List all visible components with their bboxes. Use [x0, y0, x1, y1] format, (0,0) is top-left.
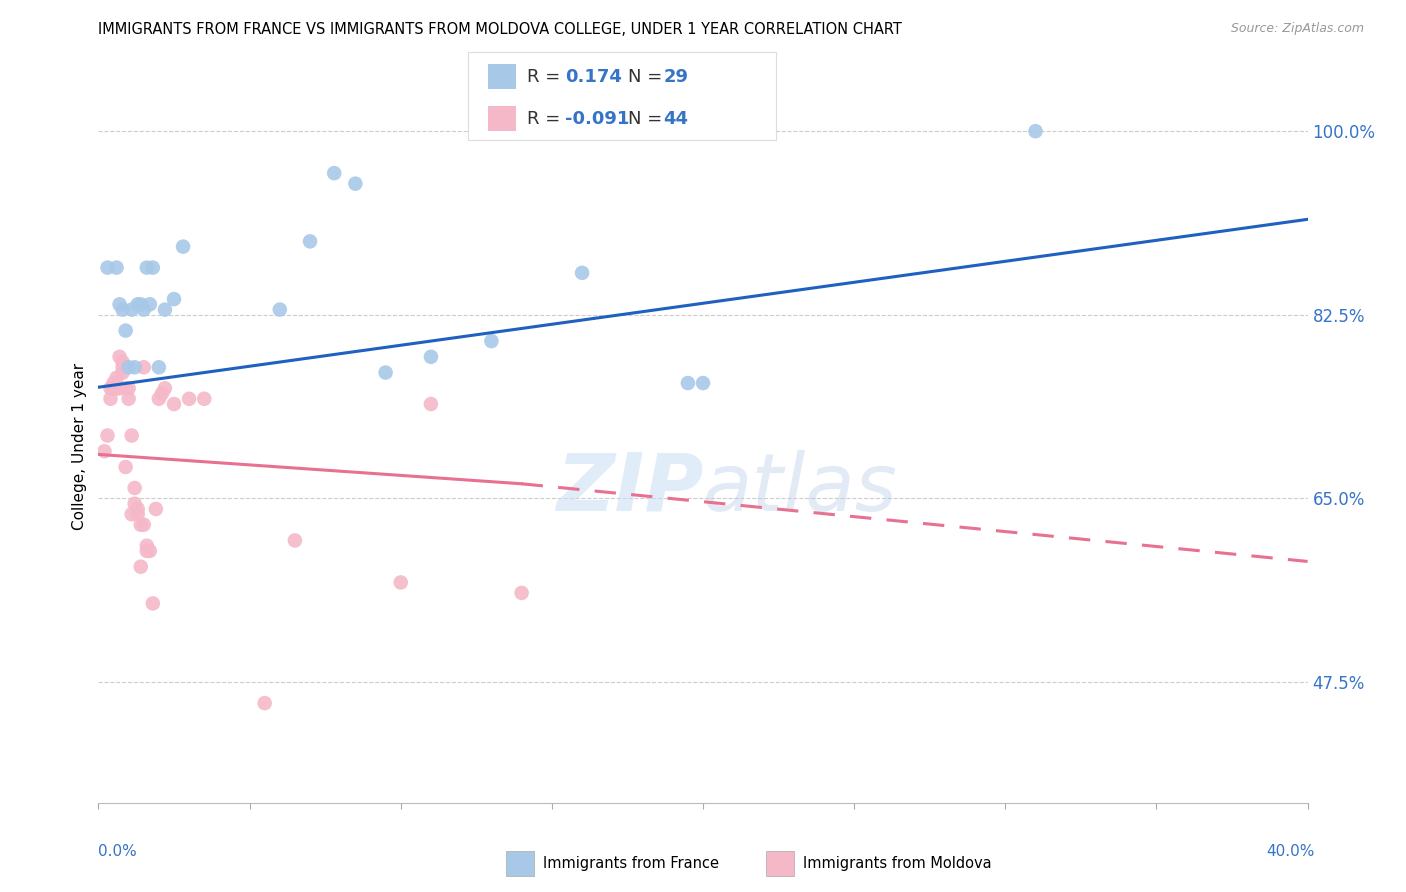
Point — [103, 376, 125, 390]
Point — [374, 366, 396, 380]
Point — [129, 517, 152, 532]
Point — [676, 376, 699, 390]
Point — [121, 302, 143, 317]
Point — [1024, 124, 1046, 138]
Point — [108, 381, 131, 395]
Point — [124, 481, 146, 495]
Point — [269, 302, 291, 317]
Point — [153, 302, 176, 317]
Point — [692, 376, 714, 390]
Point — [148, 360, 170, 375]
Point — [129, 559, 152, 574]
Point — [114, 360, 136, 375]
Point — [193, 392, 215, 406]
Point — [139, 297, 162, 311]
Point — [100, 381, 122, 395]
Text: IMMIGRANTS FROM FRANCE VS IMMIGRANTS FROM MOLDOVA COLLEGE, UNDER 1 YEAR CORRELAT: IMMIGRANTS FROM FRANCE VS IMMIGRANTS FRO… — [98, 22, 903, 37]
Point — [142, 596, 165, 610]
Point — [111, 360, 134, 375]
Point — [96, 260, 118, 275]
Text: 40.0%: 40.0% — [1267, 845, 1315, 859]
Text: R =: R = — [527, 110, 567, 128]
Text: Immigrants from Moldova: Immigrants from Moldova — [803, 856, 991, 871]
Point — [124, 497, 146, 511]
Point — [105, 371, 128, 385]
Point — [121, 507, 143, 521]
Point — [344, 177, 367, 191]
Point — [118, 360, 141, 375]
Point — [124, 360, 146, 375]
Point — [108, 350, 131, 364]
Point — [111, 355, 134, 369]
Text: ZIP: ZIP — [555, 450, 703, 528]
Point — [481, 334, 503, 348]
Point — [118, 381, 141, 395]
Point — [253, 696, 276, 710]
Text: 0.174: 0.174 — [565, 68, 621, 86]
Point — [114, 324, 136, 338]
Point — [121, 428, 143, 442]
Point — [299, 235, 322, 249]
Point — [284, 533, 307, 548]
Point — [132, 517, 155, 532]
Point — [108, 297, 131, 311]
Point — [389, 575, 412, 590]
Point — [142, 260, 165, 275]
Point — [420, 350, 443, 364]
Text: N =: N = — [628, 68, 668, 86]
Point — [103, 381, 125, 395]
Point — [323, 166, 346, 180]
Point — [510, 586, 533, 600]
Point — [118, 392, 141, 406]
Point — [148, 392, 170, 406]
Point — [163, 397, 186, 411]
Text: Source: ZipAtlas.com: Source: ZipAtlas.com — [1230, 22, 1364, 36]
Point — [150, 386, 173, 401]
Point — [129, 297, 152, 311]
Point — [114, 460, 136, 475]
Text: 0.0%: 0.0% — [98, 845, 138, 859]
Point — [105, 260, 128, 275]
Point — [163, 292, 186, 306]
Text: atlas: atlas — [703, 450, 898, 528]
Point — [127, 507, 149, 521]
Point — [114, 381, 136, 395]
Point — [172, 239, 194, 253]
Point — [135, 539, 157, 553]
Point — [127, 297, 149, 311]
Point — [179, 392, 201, 406]
Point — [153, 381, 176, 395]
Point — [100, 392, 122, 406]
Point — [420, 397, 443, 411]
Point — [111, 366, 134, 380]
Text: Immigrants from France: Immigrants from France — [543, 856, 718, 871]
Point — [135, 260, 157, 275]
Point — [96, 428, 118, 442]
Text: N =: N = — [628, 110, 668, 128]
Text: -0.091: -0.091 — [565, 110, 630, 128]
Point — [139, 544, 162, 558]
Point — [111, 302, 134, 317]
Point — [145, 502, 167, 516]
Text: 29: 29 — [664, 68, 689, 86]
Y-axis label: College, Under 1 year: College, Under 1 year — [72, 362, 87, 530]
Point — [132, 360, 155, 375]
Point — [93, 444, 115, 458]
Point — [571, 266, 593, 280]
Point — [132, 302, 155, 317]
Point — [127, 502, 149, 516]
Text: 44: 44 — [664, 110, 689, 128]
Text: R =: R = — [527, 68, 567, 86]
Point — [135, 544, 157, 558]
Point — [105, 381, 128, 395]
